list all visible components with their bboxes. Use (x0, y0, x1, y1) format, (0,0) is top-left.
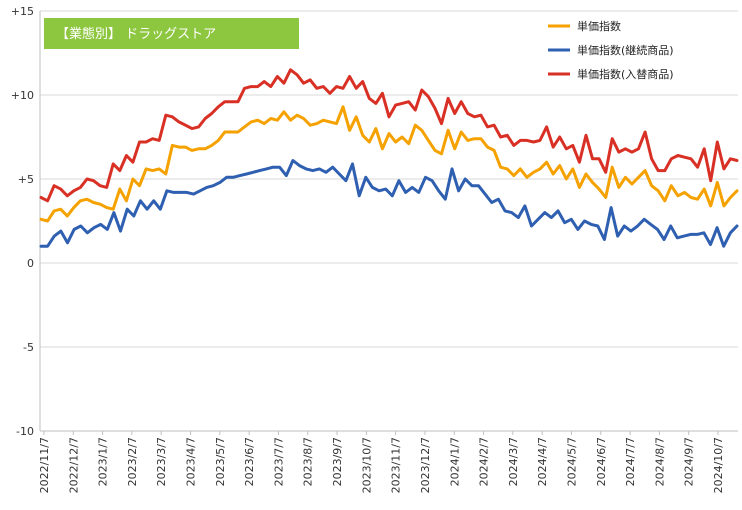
chart-title-box (44, 18, 299, 49)
y-tick-label: 0 (27, 257, 34, 270)
x-tick-label: 2024/6/7 (595, 437, 608, 486)
x-tick-label: 2024/3/7 (507, 437, 520, 486)
x-tick-label: 2024/8/7 (653, 437, 666, 486)
x-tick-label: 2023/9/7 (331, 437, 344, 486)
x-tick-label: 2024/7/7 (624, 437, 637, 486)
x-tick-label: 2023/12/7 (419, 437, 432, 493)
x-tick-label: 2022/12/7 (67, 437, 80, 493)
y-tick-label: +5 (18, 173, 34, 186)
x-tick-label: 2023/1/7 (97, 437, 110, 486)
legend-label: 単価指数(入替商品) (577, 67, 674, 81)
series-line (39, 68, 739, 203)
x-tick-label: 2023/8/7 (302, 437, 315, 486)
series-line (39, 159, 739, 248)
y-tick-label: +15 (11, 5, 34, 18)
series-line (39, 105, 739, 223)
plot-area (40, 11, 738, 431)
x-tick-label: 2023/10/7 (360, 437, 373, 493)
x-tick-label: 2023/7/7 (272, 437, 285, 486)
x-tick-label: 2024/4/7 (536, 437, 549, 486)
y-tick-label: -10 (16, 425, 34, 438)
y-tick-label: +10 (11, 89, 34, 102)
x-tick-label: 2023/11/7 (390, 437, 403, 493)
x-tick-label: 2024/10/7 (712, 437, 725, 493)
y-tick-label: -5 (23, 341, 34, 354)
x-tick-label: 2023/4/7 (185, 437, 198, 486)
x-tick-label: 2023/3/7 (155, 437, 168, 486)
legend-label: 単価指数 (577, 19, 621, 33)
x-tick-label: 2024/1/7 (448, 437, 461, 486)
x-tick-label: 2024/9/7 (683, 437, 696, 486)
x-tick-label: 2023/6/7 (243, 437, 256, 486)
x-tick-label: 2022/11/7 (38, 437, 51, 493)
x-tick-label: 2023/2/7 (126, 437, 139, 486)
legend-label: 単価指数(継続商品) (577, 43, 674, 57)
x-tick-label: 2024/2/7 (478, 437, 491, 486)
chart-title: 【業態別】 ドラッグストア (56, 26, 216, 42)
x-tick-label: 2024/5/7 (565, 437, 578, 486)
x-tick-label: 2023/5/7 (214, 437, 227, 486)
